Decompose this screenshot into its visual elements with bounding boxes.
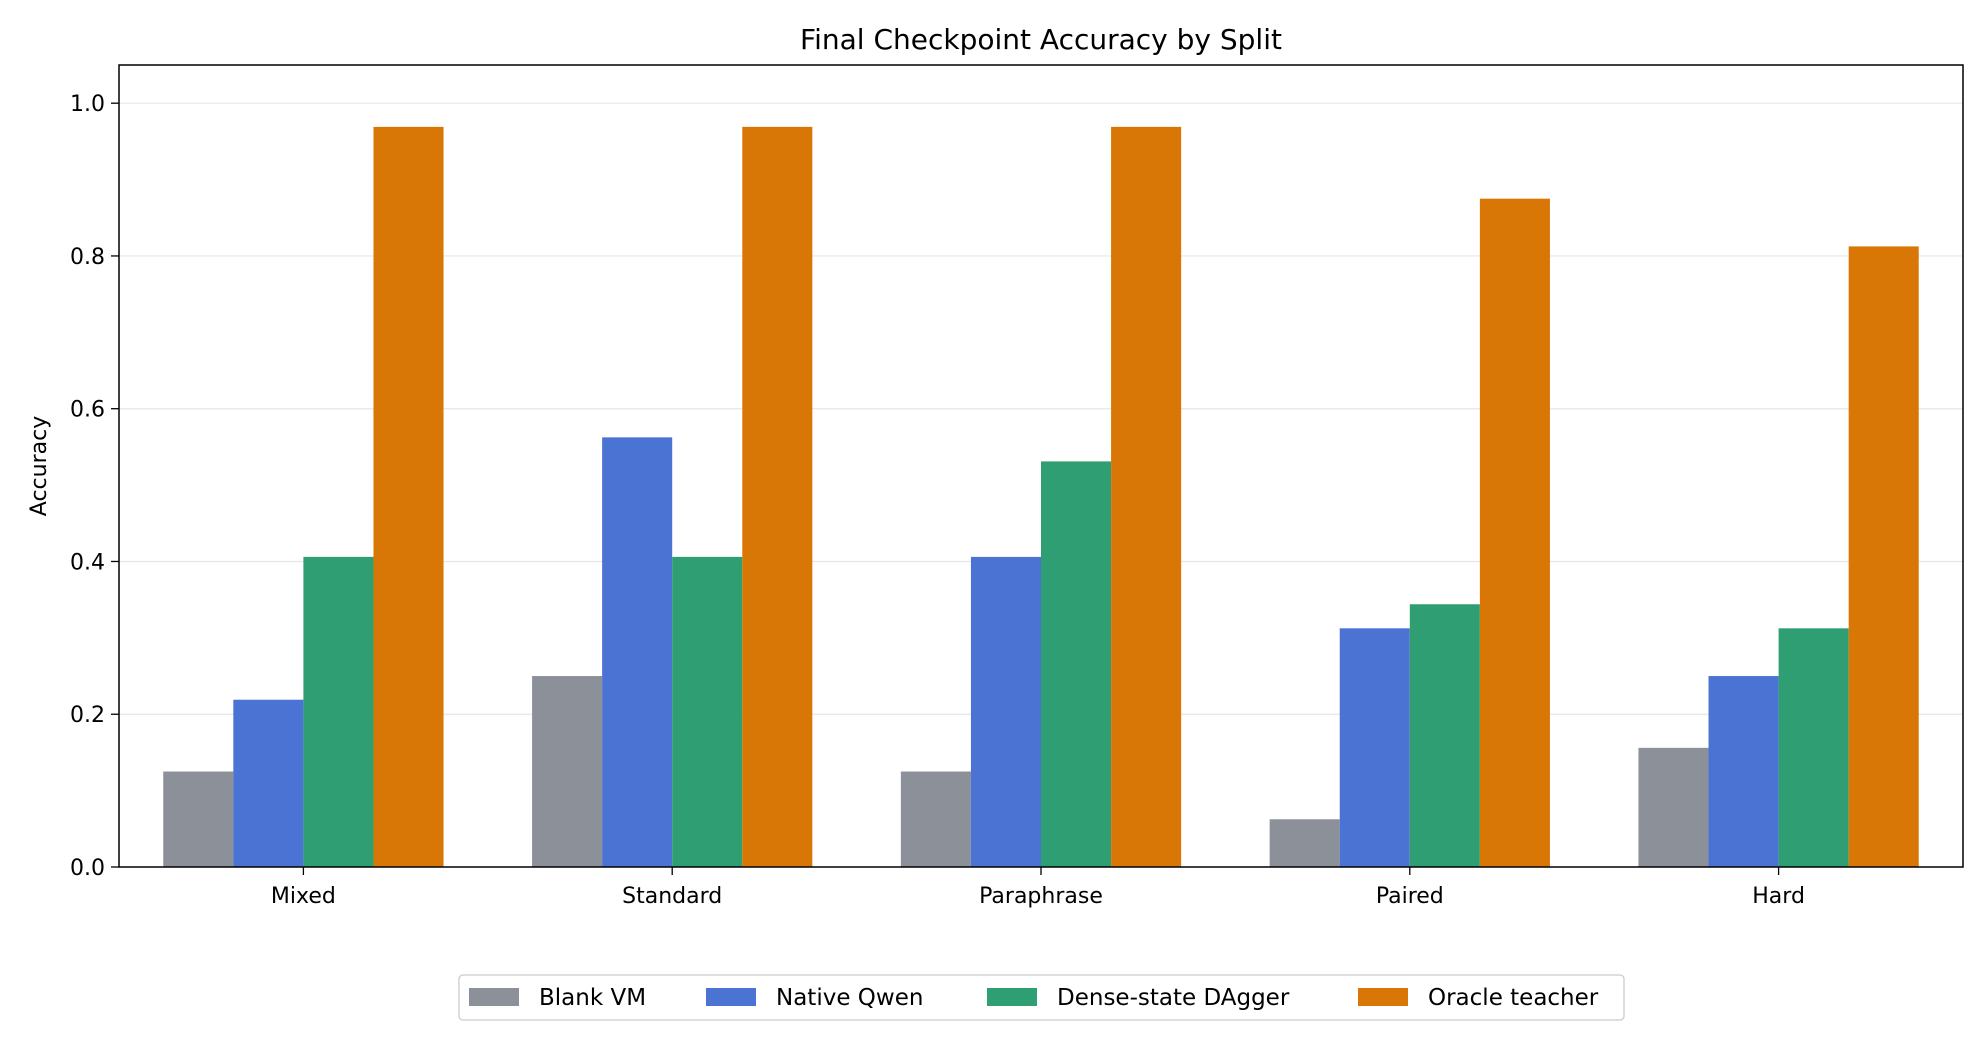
y-tick-label: 0.2 <box>70 703 105 728</box>
bars <box>163 126 1919 867</box>
legend: Blank VM Native Qwen Dense-state DAgger Ora… <box>458 974 1625 1021</box>
y-axis: 0.0 0.2 0.4 0.6 0.8 1.0 <box>70 92 119 881</box>
bar <box>1778 628 1849 867</box>
bar <box>1339 628 1410 867</box>
legend-swatch <box>469 988 519 1006</box>
bar <box>1041 461 1112 867</box>
bar <box>1708 676 1779 867</box>
legend-entry: Native Qwen <box>776 985 923 1011</box>
x-tick-label: Mixed <box>271 884 336 909</box>
x-tick-label: Paraphrase <box>979 884 1103 909</box>
x-tick-label: Standard <box>622 884 722 909</box>
bar <box>742 126 813 867</box>
bar <box>602 437 673 867</box>
y-tick-label: 0.4 <box>70 550 105 575</box>
legend-swatch <box>706 988 756 1006</box>
bar <box>233 699 304 867</box>
bar <box>1111 126 1182 867</box>
chart-title: Final Checkpoint Accuracy by Split <box>800 23 1282 56</box>
bar <box>970 556 1041 867</box>
bar <box>1269 819 1340 867</box>
legend-entry: Blank VM <box>539 985 646 1011</box>
bar <box>1848 246 1919 867</box>
bar <box>303 556 374 867</box>
bar <box>900 771 971 867</box>
legend-swatch <box>987 988 1037 1006</box>
bar <box>1638 747 1709 867</box>
bar <box>163 771 234 867</box>
legend-swatch <box>1358 988 1408 1006</box>
x-tick-label: Paired <box>1376 884 1444 909</box>
bar <box>672 556 743 867</box>
y-axis-label: Accuracy <box>27 416 52 516</box>
y-tick-label: 0.8 <box>70 245 105 270</box>
y-tick-label: 0.0 <box>70 856 105 881</box>
bar <box>532 676 603 867</box>
bar <box>1409 604 1480 867</box>
legend-entry: Dense-state DAgger <box>1057 985 1290 1011</box>
x-axis: Mixed Standard Paraphrase Paired Hard <box>271 867 1805 909</box>
y-tick-label: 0.6 <box>70 398 105 423</box>
bar <box>1479 198 1550 867</box>
legend-box <box>458 974 1625 1021</box>
x-tick-label: Hard <box>1752 884 1805 909</box>
legend-entry: Oracle teacher <box>1428 985 1599 1011</box>
y-tick-label: 1.0 <box>70 92 105 117</box>
bar <box>373 126 444 867</box>
